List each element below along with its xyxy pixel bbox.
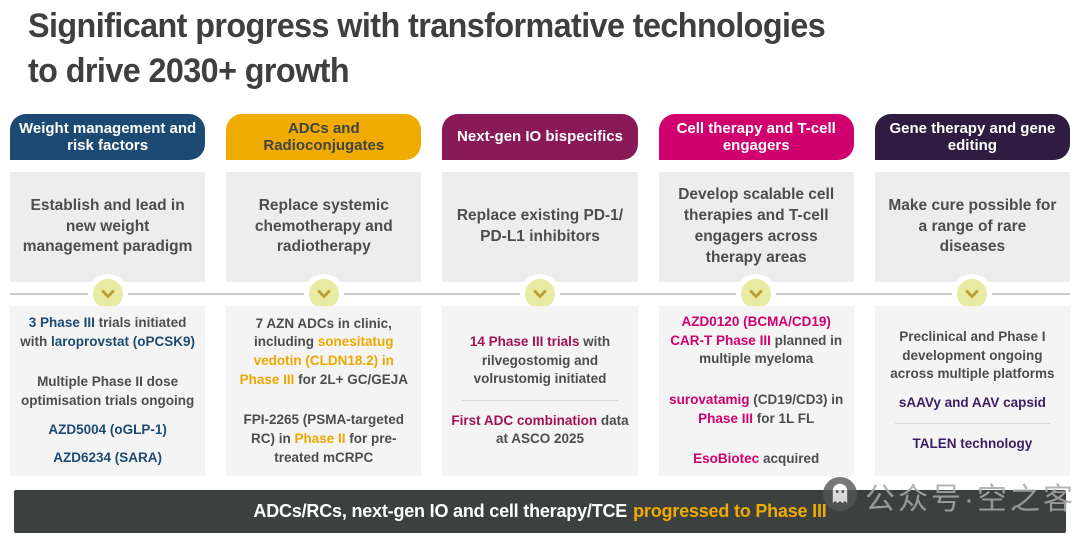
column-summary-text: Establish and lead in new weight managem… [22, 196, 193, 256]
column-summary-text: Make cure possible for a range of rare d… [888, 196, 1057, 256]
column-details: Preclinical and Phase I development ongo… [874, 306, 1070, 476]
column-header-label: Next-gen IO bispecifics [457, 128, 623, 146]
detail-text: EsoBiotec acquired [693, 451, 820, 467]
column-header-cell-therapy: Cell therapy and T-cell engagers [658, 114, 854, 160]
column-connector [442, 279, 637, 309]
column-header-weight-management: Weight management and risk factors [10, 114, 206, 160]
column-connector [659, 279, 854, 309]
detail-text: AZD6234 (SARA) [53, 450, 162, 466]
detail-text: TALEN technology [912, 436, 1033, 452]
detail-text: sAAVy and AAV capsid [898, 394, 1046, 410]
detail-text: AZD0120 (BCMA/CD19) CAR-T Phase III plan… [670, 314, 843, 367]
column-details: 7 AZN ADCs in clinic, including sonesita… [226, 306, 422, 476]
column-summary: Develop scalable cell therapies and T-ce… [658, 172, 854, 282]
column-next-gen-io: Next-gen IO bispecifics Replace existing… [442, 114, 638, 476]
column-details: 14 Phase III trials with rilvegostomig a… [442, 306, 638, 476]
detail-text: FPI-2265 (PSMA-targeted RC) in Phase II … [243, 412, 405, 465]
detail-text: surovatamig (CD19/CD3) in Phase III for … [669, 392, 844, 426]
detail-text: Preclinical and Phase I development ongo… [890, 328, 1055, 382]
column-summary: Replace systemic chemotherapy and radiot… [226, 172, 422, 282]
column-adcs-radioconjugates: ADCs and Radioconjugates Replace systemi… [226, 114, 422, 476]
column-cell-therapy: Cell therapy and T-cell engagers Develop… [658, 114, 854, 476]
detail-divider [462, 399, 618, 401]
column-summary: Make cure possible for a range of rare d… [874, 172, 1070, 282]
column-header-adcs: ADCs and Radioconjugates [226, 114, 422, 160]
column-weight-management: Weight management and risk factors Estab… [10, 114, 206, 476]
column-gene-therapy: Gene therapy and gene editing Make cure … [874, 114, 1070, 476]
column-header-label: Weight management and risk factors [18, 119, 197, 154]
column-summary-text: Replace existing PD-1/ PD-L1 inhibitors [456, 207, 624, 245]
page-title: Significant progress with transformative… [28, 4, 826, 94]
column-header-label: ADCs and Radioconjugates [263, 119, 385, 154]
columns-container: Weight management and risk factors Estab… [10, 114, 1070, 476]
detail-text: 14 Phase III trials with rilvegostomig a… [469, 333, 611, 387]
page-title-line1: Significant progress with transformative… [28, 7, 826, 45]
column-summary: Replace existing PD-1/ PD-L1 inhibitors [442, 172, 638, 282]
column-details: 3 Phase III trials initiated with laropr… [10, 306, 206, 476]
column-header-label: Cell therapy and T-cell engagers [676, 119, 836, 154]
chevron-down-icon [957, 279, 988, 309]
detail-text: AZD5004 (oGLP-1) [48, 421, 167, 437]
chevron-down-icon [524, 279, 555, 309]
detail-text: First ADC combination data at ASCO 2025 [451, 412, 629, 447]
column-summary-text: Replace systemic chemotherapy and radiot… [254, 196, 393, 256]
column-summary: Establish and lead in new weight managem… [10, 172, 206, 282]
column-connector [10, 279, 205, 309]
column-summary-text: Develop scalable cell therapies and T-ce… [678, 186, 835, 266]
chevron-down-icon [92, 279, 123, 309]
footer-text: ADCs/RCs, next-gen IO and cell therapy/T… [253, 501, 628, 521]
detail-text: Multiple Phase II dose optimisation tria… [20, 374, 195, 408]
detail-text: 7 AZN ADCs in clinic, including sonesita… [239, 315, 408, 387]
column-header-gene-therapy: Gene therapy and gene editing [874, 114, 1070, 160]
column-header-next-gen-io: Next-gen IO bispecifics [442, 114, 638, 160]
column-details: AZD0120 (BCMA/CD19) CAR-T Phase III plan… [658, 306, 854, 476]
chevron-down-icon [308, 279, 339, 309]
page-title-line2: to drive 2030+ growth [28, 51, 350, 90]
chevron-down-icon [741, 279, 772, 309]
detail-divider [894, 423, 1050, 425]
column-header-label: Gene therapy and gene editing [889, 119, 1056, 154]
column-connector [875, 279, 1070, 309]
column-connector [226, 279, 421, 309]
footer-banner: ADCs/RCs, next-gen IO and cell therapy/T… [14, 490, 1066, 533]
footer-highlight: progressed to Phase III [633, 501, 827, 521]
detail-text: 3 Phase III trials initiated with laropr… [20, 315, 195, 349]
